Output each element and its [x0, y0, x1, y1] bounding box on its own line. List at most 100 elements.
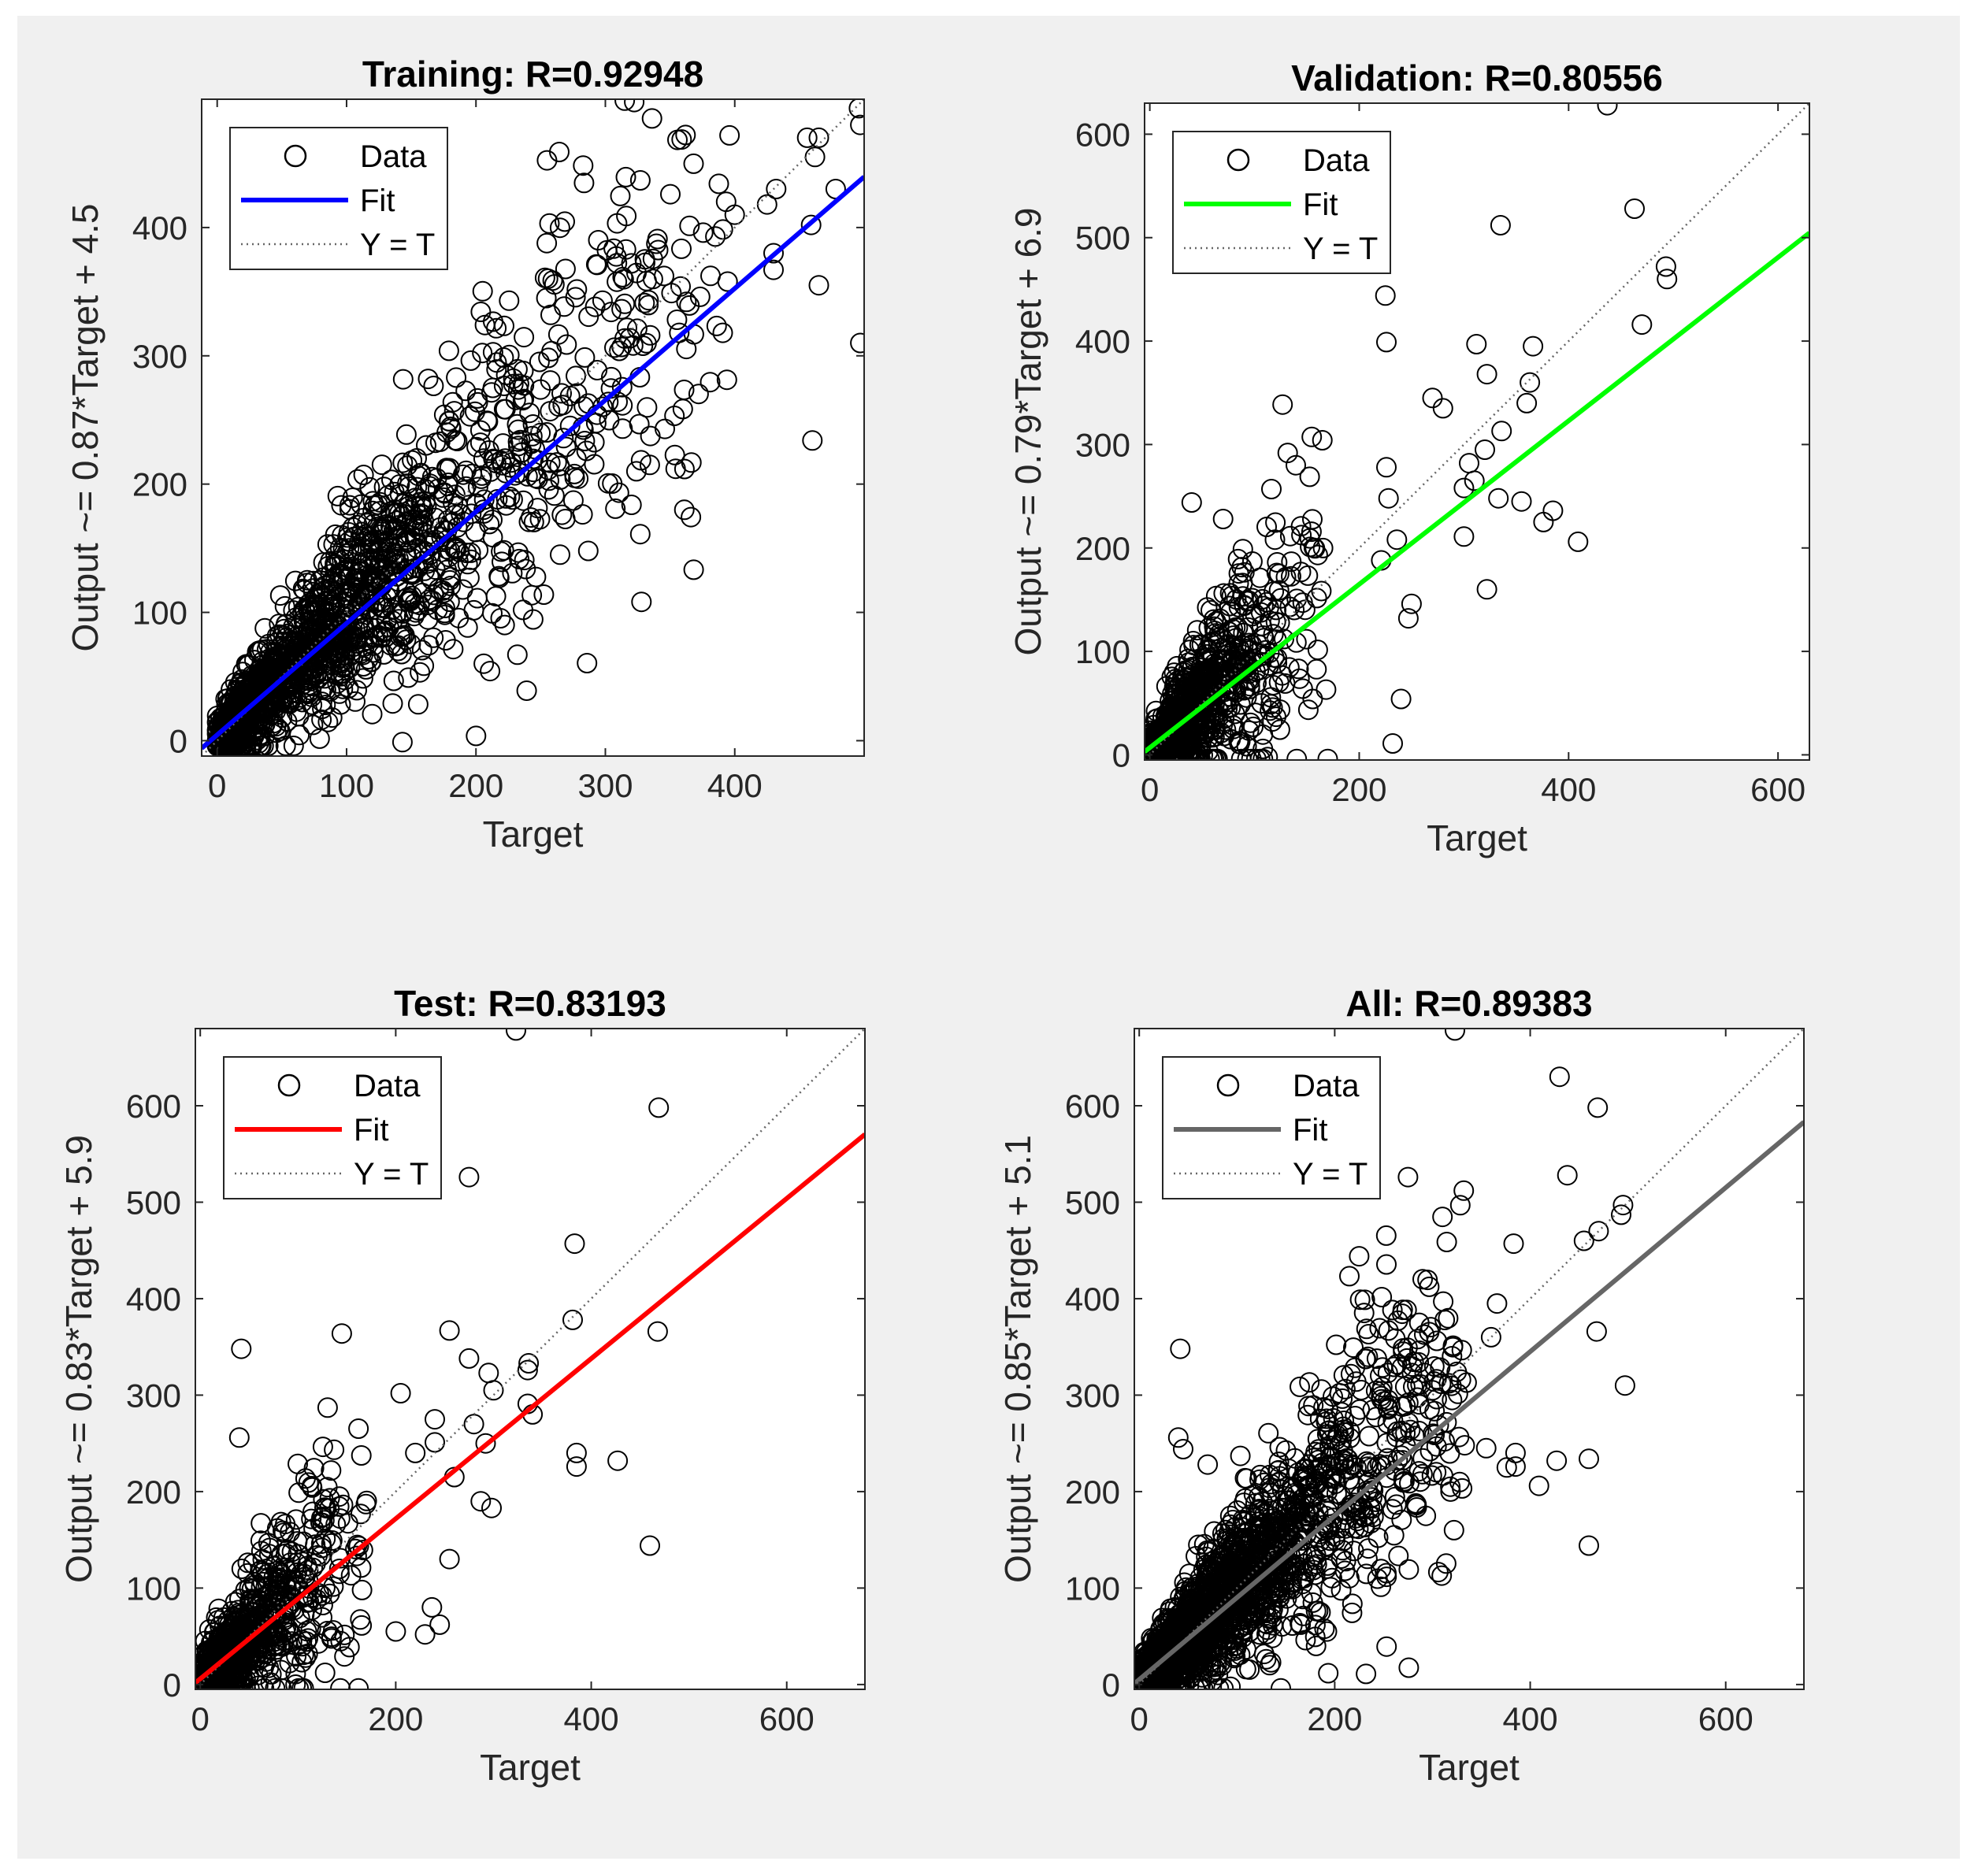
- data-point: [466, 588, 488, 609]
- y-tick-label: 600: [1075, 116, 1130, 153]
- outlier-point: [439, 1548, 460, 1570]
- y-tick-label: 100: [1075, 633, 1130, 670]
- data-point: [431, 527, 452, 547]
- data-point: [1291, 525, 1312, 546]
- data-point: [666, 310, 688, 330]
- data-point: [539, 470, 559, 491]
- data-point: [330, 665, 351, 687]
- data-point: [392, 506, 412, 527]
- data-point: [362, 703, 383, 725]
- outlier-point: [405, 1442, 426, 1463]
- data-point: [660, 184, 681, 205]
- data-point: [486, 352, 507, 373]
- data-point: [551, 383, 572, 404]
- data-point: [1277, 443, 1298, 464]
- data-point: [303, 1458, 325, 1479]
- data-point: [629, 170, 651, 191]
- data-point: [576, 440, 597, 462]
- data-point: [410, 662, 431, 683]
- data-point: [416, 435, 436, 456]
- data-point: [440, 418, 462, 439]
- data-point: [466, 725, 487, 747]
- data-point: [411, 640, 432, 661]
- outlier-point: [1378, 488, 1399, 509]
- outlier-point: [607, 1450, 629, 1471]
- data-point: [252, 1549, 273, 1570]
- outlier-point: [655, 418, 675, 439]
- data-point: [1258, 597, 1279, 618]
- data-point: [505, 389, 526, 410]
- data-point: [1356, 1318, 1377, 1340]
- data-point: [555, 436, 577, 458]
- data-point: [574, 431, 596, 451]
- data-point: [210, 1666, 230, 1687]
- data-point: [629, 413, 650, 435]
- data-point: [1342, 1602, 1363, 1623]
- data-point: [446, 367, 467, 388]
- data-point: [230, 1618, 250, 1640]
- data-point: [1199, 748, 1220, 760]
- data-point: [1290, 1614, 1312, 1635]
- data-point: [615, 166, 636, 187]
- data-point: [513, 361, 534, 381]
- data-point: [293, 1531, 314, 1552]
- data-point: [272, 1581, 293, 1603]
- data-point: [458, 567, 480, 588]
- y-tick-label: 0: [1112, 736, 1130, 773]
- data-point: [265, 673, 286, 695]
- data-point: [264, 650, 285, 671]
- data-point: [1274, 628, 1294, 650]
- data-point: [499, 486, 521, 507]
- data-point: [325, 595, 346, 617]
- data-point: [1317, 748, 1338, 760]
- data-point: [325, 651, 347, 672]
- outlier-point: [562, 1309, 583, 1330]
- outlier-point: [550, 544, 570, 565]
- data-point: [533, 584, 555, 605]
- fit-line: [202, 175, 864, 751]
- data-point: [229, 1607, 250, 1628]
- data-point: [562, 490, 584, 511]
- data-point: [319, 1583, 340, 1604]
- data-point: [400, 633, 421, 654]
- data-point: [577, 653, 598, 673]
- outlier-point: [1511, 491, 1532, 512]
- data-point: [1178, 748, 1199, 760]
- data-point: [1298, 1396, 1319, 1417]
- data-point: [1262, 711, 1283, 732]
- data-point: [1290, 1376, 1310, 1397]
- data-point: [233, 1670, 254, 1689]
- data-point: [1197, 740, 1219, 760]
- data-point: [436, 529, 457, 551]
- data-point: [1219, 673, 1241, 695]
- data-point: [671, 238, 692, 259]
- data-point: [338, 677, 359, 699]
- data-point: [356, 1490, 377, 1511]
- data-point: [407, 694, 429, 715]
- data-point: [296, 1631, 317, 1652]
- data-point: [626, 318, 648, 339]
- legend-fit-label: Fit: [354, 1113, 388, 1147]
- data-point: [288, 1678, 310, 1689]
- data-point: [309, 728, 330, 749]
- legend-identity-label: Y = T: [1303, 232, 1378, 266]
- data-point: [392, 452, 414, 473]
- data-point: [352, 1540, 373, 1561]
- data-point: [472, 343, 493, 364]
- data-point: [407, 465, 429, 487]
- data-point: [1227, 617, 1249, 638]
- outlier-point: [1390, 688, 1412, 710]
- data-point: [541, 340, 562, 361]
- data-point: [447, 551, 469, 572]
- data-point: [337, 612, 358, 633]
- outlier-point: [1568, 531, 1589, 552]
- outlier-point: [1655, 256, 1676, 277]
- data-point: [355, 658, 377, 680]
- data-point: [346, 632, 367, 654]
- data-point: [1424, 1400, 1445, 1422]
- data-point: [521, 584, 543, 606]
- data-point: [340, 1565, 362, 1586]
- data-point: [415, 479, 436, 499]
- data-point: [667, 129, 688, 150]
- outlier-point: [1453, 526, 1475, 547]
